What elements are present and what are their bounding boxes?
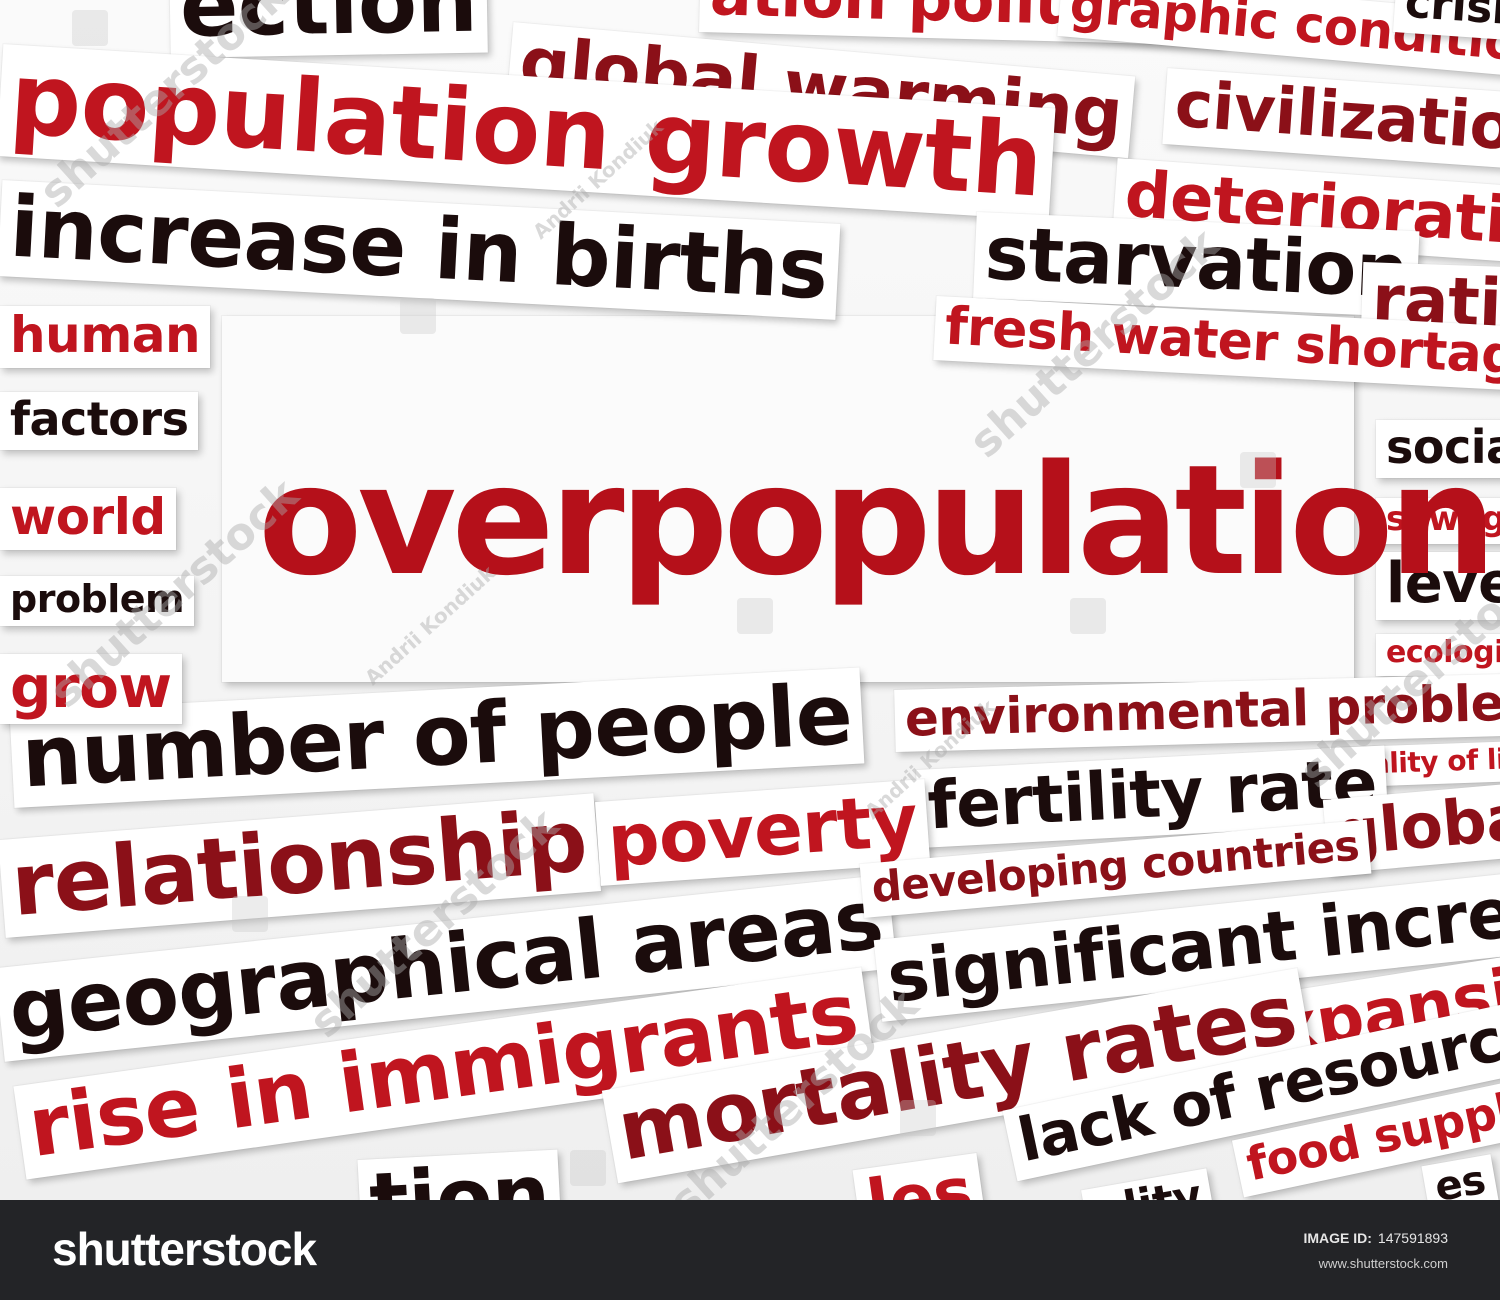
word-human: human [0,306,211,368]
word-bottom-partial-4: es [1421,1154,1500,1200]
word-ecological: ecological [1376,634,1500,676]
image-id-block: IMAGE ID: 147591893 www.shutterstock.com [1303,1230,1448,1271]
word-level: level [1376,552,1500,620]
site-url: www.shutterstock.com [1318,1256,1448,1271]
stock-footer: shutterstock IMAGE ID: 147591893 www.shut… [0,1200,1500,1300]
word-grow: grow [0,654,182,724]
word-world: world [0,488,176,550]
word-problem: problem [0,576,195,626]
word-overpopulation: overpopulation [258,432,1497,609]
word-bottom-partial-1: tion [357,1147,563,1200]
word-social: social [1376,420,1500,478]
watermark-icon [570,1150,606,1186]
image-id-label: IMAGE ID: [1303,1230,1372,1246]
word-civilization: civilization [1162,68,1500,173]
word-factors: factors [0,392,199,450]
word-bottom-partial-2: les [852,1152,988,1200]
word-sewage: sewage [1376,498,1500,544]
watermark-icon [72,10,108,46]
brand-logo: shutterstock [52,1223,317,1275]
watermark-icon [232,896,268,932]
watermark-icon [900,1100,936,1136]
watermark-icon [737,598,773,634]
watermark-icon [400,298,436,334]
word-collage: ection ation pollution graphic condition… [0,0,1500,1200]
word-bottom-partial-3: ality [1081,1168,1217,1200]
image-id-value: 147591893 [1377,1230,1448,1246]
watermark-icon [1070,598,1106,634]
watermark-icon [1240,452,1276,488]
overpopulation-panel [222,316,1354,682]
